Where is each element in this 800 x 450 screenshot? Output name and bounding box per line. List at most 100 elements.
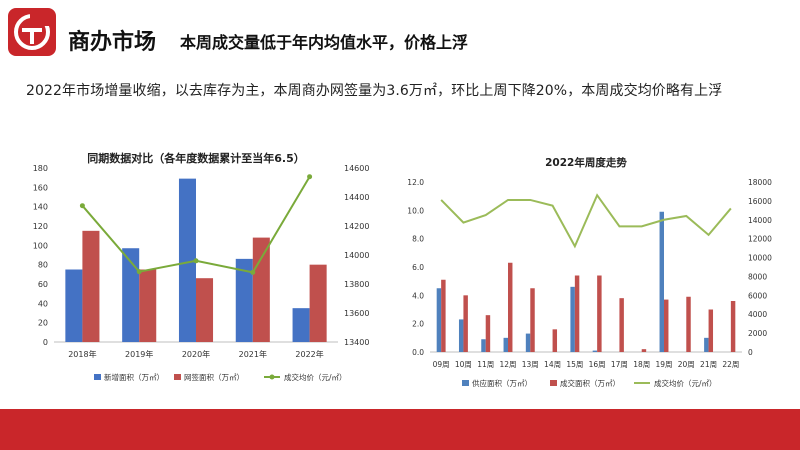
- x-tick-label: 10周: [455, 360, 472, 369]
- y2-tick-label: 16000: [748, 197, 772, 206]
- bar-b: [82, 230, 100, 342]
- y-tick-label: 8.0: [412, 235, 424, 244]
- x-tick-label: 11周: [477, 360, 494, 369]
- x-tick-label: 2020年: [182, 349, 210, 359]
- price-line: [440, 193, 732, 249]
- price-point: [79, 203, 85, 209]
- y-tick-label: 100: [33, 241, 48, 250]
- bar-a: [235, 258, 253, 342]
- y-tick-label: 140: [33, 203, 48, 212]
- bar-b: [597, 275, 602, 352]
- y2-tick-label: 13400: [344, 338, 369, 347]
- page-subtitle: 本周成交量低于年内均值水平，价格上浮: [180, 33, 469, 52]
- y2-tick-label: 12000: [748, 235, 772, 244]
- x-tick-label: 19周: [655, 360, 672, 369]
- charts-canvas: 同期数据对比（各年度数据累计至当年6.5） 0 20 40 60 80 100 120 140 1…: [33, 151, 772, 388]
- bar-b: [139, 269, 157, 342]
- legend-swatch: [550, 380, 557, 386]
- price-point: [307, 174, 313, 180]
- y2-tick-label: 10000: [748, 254, 772, 263]
- bar-b: [196, 278, 214, 342]
- bar-b: [309, 264, 327, 342]
- x-tick-label: 20周: [678, 360, 695, 369]
- bar-a: [481, 339, 486, 352]
- x-tick-label: 15周: [566, 360, 583, 369]
- y2-tick-label: 14200: [344, 222, 369, 231]
- bar-a: [458, 319, 464, 352]
- x-tick-label: 14周: [544, 360, 561, 369]
- bar-b: [641, 349, 647, 352]
- legend-swatch: [462, 380, 469, 386]
- x-tick-label: 22周: [722, 360, 739, 369]
- g-logo-icon: [14, 13, 50, 50]
- bar-b: [463, 295, 468, 352]
- bar-b: [252, 237, 270, 342]
- y2-tick-label: 14000: [344, 251, 369, 260]
- y-tick-label: 60: [38, 280, 48, 289]
- bar-b: [664, 299, 669, 352]
- y2-tick-label: 0: [748, 348, 753, 357]
- legend-label: 成交均价（元/㎡）: [284, 372, 347, 382]
- y-tick-label: 2.0: [412, 320, 424, 329]
- legend-label: 成交面积（万㎡）: [560, 378, 620, 388]
- page-title: 商办市场: [68, 30, 157, 55]
- bar-a: [704, 337, 709, 352]
- bar-b: [708, 309, 714, 352]
- bar-b: [619, 298, 624, 352]
- y-tick-label: 120: [33, 222, 48, 231]
- legend-label: 成交均价（元/㎡）: [654, 378, 717, 388]
- y2-tick-label: 8000: [748, 272, 767, 281]
- legend-label: 新增面积（万㎡）: [104, 372, 164, 382]
- y-tick-label: 180: [33, 164, 48, 173]
- y2-tick-label: 6000: [748, 291, 767, 300]
- y-tick-label: 20: [38, 319, 48, 328]
- bar-a: [65, 269, 83, 342]
- x-tick-label: 13周: [522, 360, 539, 369]
- bar-a: [436, 288, 442, 352]
- bar-b: [508, 262, 513, 352]
- y2-tick-label: 2000: [748, 329, 767, 338]
- summary-text: 2022年市场增量收缩，以去库存为主，本周商办网签量为3.6万㎡，环比上周下降2…: [26, 83, 723, 99]
- x-tick-label: 2021年: [239, 349, 267, 359]
- bar-b: [485, 315, 491, 352]
- x-tick-label: 09周: [433, 360, 450, 369]
- y2-tick-label: 4000: [748, 310, 767, 319]
- footer-bar: [0, 409, 800, 450]
- legend-label: 网签面积（万㎡）: [184, 372, 244, 382]
- price-point: [136, 269, 142, 275]
- bar-a: [659, 211, 664, 352]
- legend-label: 供应面积（万㎡）: [472, 378, 532, 388]
- bar-a: [292, 308, 310, 342]
- bar-a: [570, 286, 575, 352]
- bar-a: [122, 248, 140, 342]
- x-tick-label: 12周: [499, 360, 516, 369]
- price-point: [193, 258, 199, 264]
- brand-logo: [8, 8, 56, 56]
- x-tick-label: 16周: [589, 360, 606, 369]
- bar-a: [592, 350, 598, 352]
- chart-title: 2022年周度走势: [545, 156, 627, 169]
- y2-tick-label: 18000: [748, 178, 772, 187]
- bar-a: [525, 333, 531, 352]
- y-tick-label: 10.0: [407, 206, 424, 215]
- legend-swatch: [174, 374, 181, 380]
- y2-tick-label: 14400: [344, 193, 369, 202]
- bar-b: [530, 288, 535, 352]
- x-tick-label: 17周: [611, 360, 628, 369]
- y-tick-label: 12.0: [407, 178, 424, 187]
- bar-b: [730, 301, 736, 352]
- y-tick-label: 80: [38, 261, 48, 270]
- bar-b: [552, 329, 558, 352]
- y-tick-label: 40: [38, 299, 48, 308]
- y2-tick-label: 14600: [344, 164, 369, 173]
- x-tick-label: 21周: [700, 360, 717, 369]
- chart-title: 同期数据对比（各年度数据累计至当年6.5）: [87, 151, 305, 165]
- y-tick-label: 6.0: [412, 263, 424, 272]
- bar-b: [574, 275, 580, 352]
- bar-a: [503, 337, 508, 352]
- bar-b: [441, 279, 446, 352]
- bar-b: [686, 296, 691, 352]
- x-tick-label: 2018年: [68, 349, 96, 359]
- legend-marker: [269, 374, 275, 380]
- y-tick-label: 4.0: [412, 291, 424, 300]
